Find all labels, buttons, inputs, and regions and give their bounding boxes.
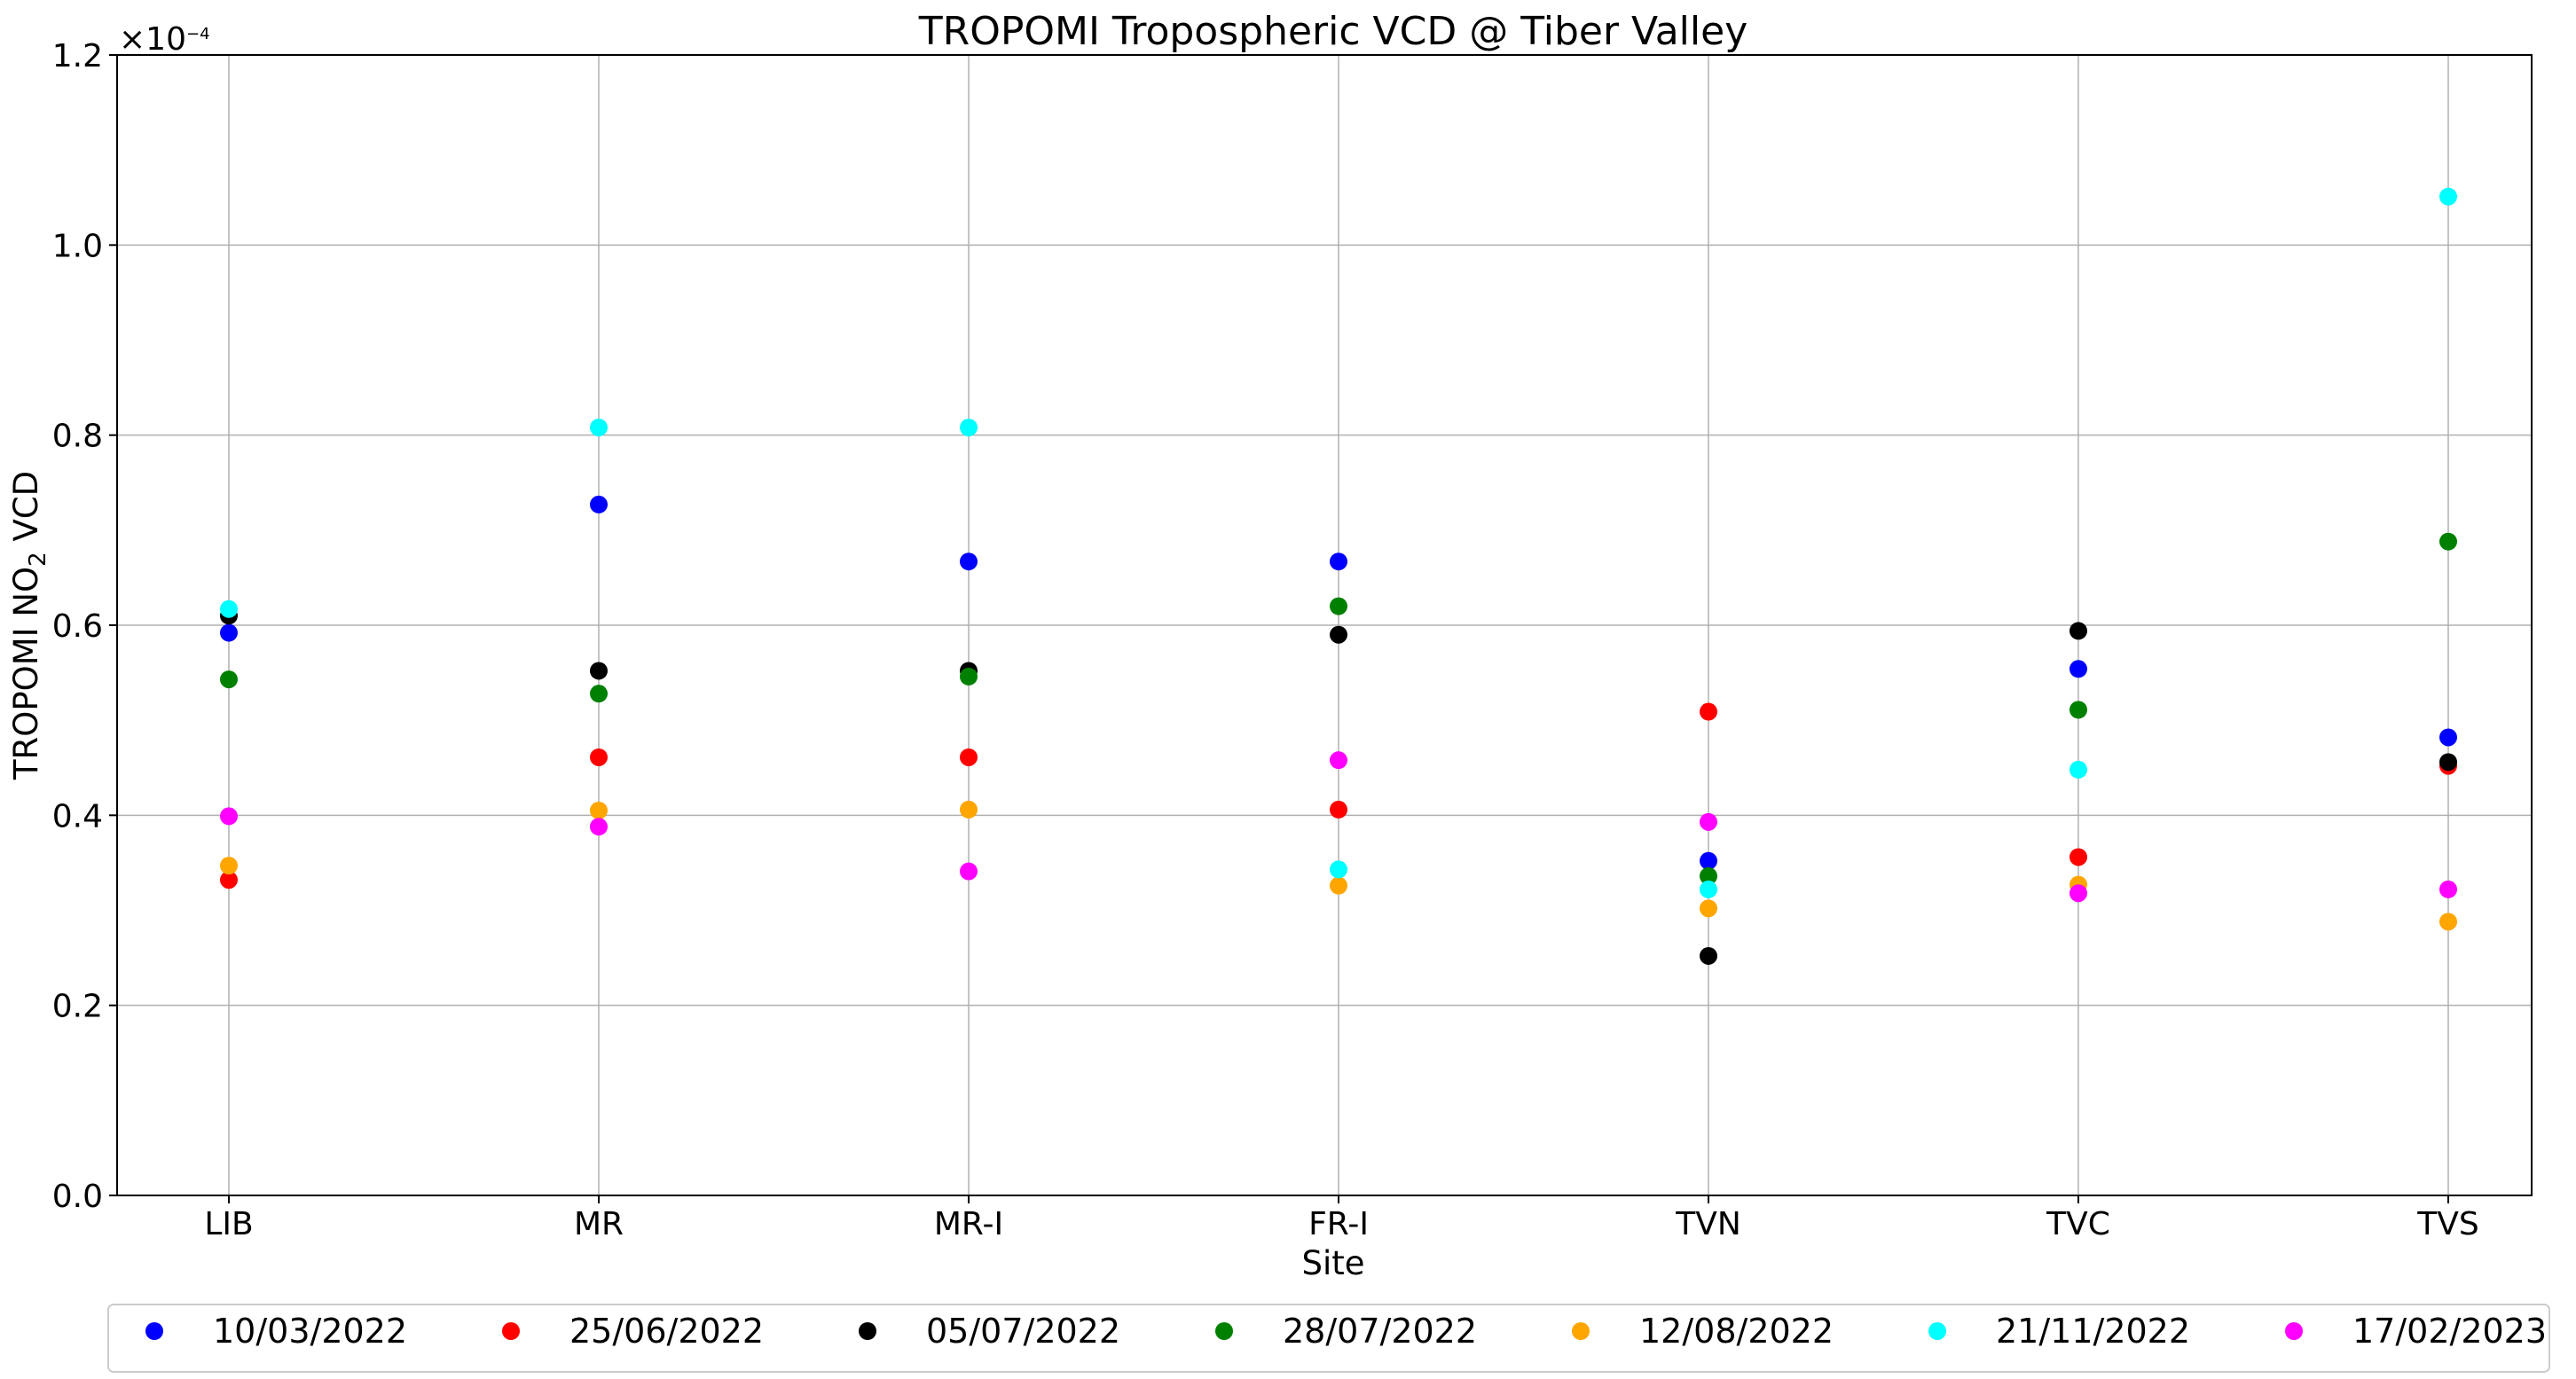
data-point bbox=[1330, 751, 1347, 770]
x-tick-label-lib: LIB bbox=[204, 1206, 253, 1242]
data-point bbox=[960, 419, 978, 437]
legend-marker bbox=[145, 1322, 163, 1340]
data-point bbox=[960, 800, 978, 819]
y-axis-label: TROPOMI NO2 VCD bbox=[7, 471, 51, 780]
data-point bbox=[1700, 899, 1717, 918]
y-tick-label: 1.0 bbox=[52, 228, 103, 264]
x-tick-label-tvs: TVS bbox=[2416, 1206, 2478, 1242]
x-tick-label-tvc: TVC bbox=[2046, 1206, 2110, 1242]
data-point bbox=[2069, 660, 2087, 678]
legend-marker bbox=[1572, 1322, 1590, 1340]
data-point bbox=[1330, 552, 1347, 571]
data-point bbox=[960, 862, 978, 881]
data-point bbox=[2439, 913, 2457, 931]
data-point bbox=[220, 670, 238, 689]
x-axis-label: Site bbox=[1301, 1244, 1364, 1282]
legend-label: 05/07/2022 bbox=[926, 1312, 1120, 1351]
data-point bbox=[960, 748, 978, 766]
data-point bbox=[590, 685, 608, 703]
y-tick-label: 0.0 bbox=[52, 1179, 103, 1215]
data-point bbox=[1700, 946, 1717, 965]
data-point bbox=[1330, 860, 1347, 879]
x-tick-label-mr: MR bbox=[574, 1206, 624, 1242]
data-point bbox=[220, 857, 238, 875]
data-point bbox=[590, 818, 608, 836]
data-point bbox=[590, 495, 608, 513]
series-10-03-2022 bbox=[220, 495, 2457, 870]
legend-label: 10/03/2022 bbox=[213, 1312, 407, 1351]
data-point bbox=[960, 667, 978, 686]
y-tick-label: 0.4 bbox=[52, 798, 103, 834]
legend: 10/03/2022 25/06/2022 05/07/2022 28/07/2022… bbox=[145, 1312, 2547, 1351]
legend-label: 28/07/2022 bbox=[1283, 1312, 1477, 1351]
legend-label: 25/06/2022 bbox=[569, 1312, 764, 1351]
grid-lines bbox=[117, 54, 2532, 1196]
data-point bbox=[2439, 880, 2457, 898]
x-tick-label-fr-i: FR-I bbox=[1308, 1206, 1369, 1242]
data-point bbox=[1330, 800, 1347, 819]
data-point bbox=[220, 807, 238, 826]
y-axis-ticks: 0.0 0.2 0.4 0.6 0.8 1.0 1.2 bbox=[52, 38, 117, 1215]
series-21-11-2022 bbox=[220, 187, 2457, 898]
data-points bbox=[220, 187, 2457, 965]
legend-label: 21/11/2022 bbox=[1996, 1312, 2190, 1351]
data-point bbox=[1700, 880, 1717, 898]
data-point bbox=[590, 748, 608, 766]
data-point bbox=[220, 599, 238, 618]
data-point bbox=[590, 662, 608, 680]
legend-label: 17/02/2023 bbox=[2352, 1312, 2547, 1351]
data-point bbox=[1700, 866, 1717, 885]
data-point bbox=[590, 801, 608, 819]
series-28-07-2022 bbox=[220, 532, 2457, 885]
y-tick-label: 0.8 bbox=[52, 419, 103, 455]
x-tick-label-mr-i: MR-I bbox=[934, 1206, 1003, 1242]
series-17-02-2023 bbox=[220, 751, 2457, 903]
y-tick-label: 1.2 bbox=[52, 38, 103, 74]
data-point bbox=[590, 419, 608, 437]
series-12-08-2022 bbox=[220, 800, 2457, 931]
legend-marker bbox=[1215, 1322, 1233, 1340]
data-point bbox=[2439, 532, 2457, 551]
data-point bbox=[1330, 876, 1347, 895]
data-point bbox=[2439, 187, 2457, 206]
data-point bbox=[2069, 760, 2087, 779]
data-point bbox=[1700, 702, 1717, 721]
chart-title: TROPOMI Tropospheric VCD @ Tiber Valley bbox=[918, 9, 1747, 54]
data-point bbox=[1700, 812, 1717, 831]
data-point bbox=[1330, 597, 1347, 615]
y-tick-label: 0.2 bbox=[52, 989, 103, 1025]
data-point bbox=[2439, 728, 2457, 747]
data-point bbox=[2069, 622, 2087, 640]
legend-label: 12/08/2022 bbox=[1639, 1312, 1834, 1351]
legend-frame bbox=[107, 1304, 2550, 1373]
data-point bbox=[2069, 848, 2087, 866]
legend-marker bbox=[2285, 1322, 2303, 1340]
series-25-06-2022 bbox=[220, 702, 2457, 889]
y-tick-label: 0.6 bbox=[52, 608, 103, 645]
y-scale-multiplier: ×10−4 bbox=[119, 21, 210, 58]
legend-marker bbox=[502, 1322, 520, 1340]
legend-marker bbox=[1928, 1322, 1946, 1340]
legend-marker bbox=[859, 1322, 876, 1340]
data-point bbox=[220, 871, 238, 889]
x-tick-label-tvn: TVN bbox=[1675, 1206, 1741, 1242]
data-point bbox=[2439, 753, 2457, 772]
data-point bbox=[2069, 701, 2087, 719]
data-point bbox=[1700, 851, 1717, 870]
data-point bbox=[960, 552, 978, 571]
x-axis-ticks: LIB MR MR-I FR-I TVN TVC TVS bbox=[204, 1195, 2479, 1242]
data-point bbox=[2069, 884, 2087, 903]
data-point bbox=[1330, 625, 1347, 644]
data-point bbox=[220, 623, 238, 642]
